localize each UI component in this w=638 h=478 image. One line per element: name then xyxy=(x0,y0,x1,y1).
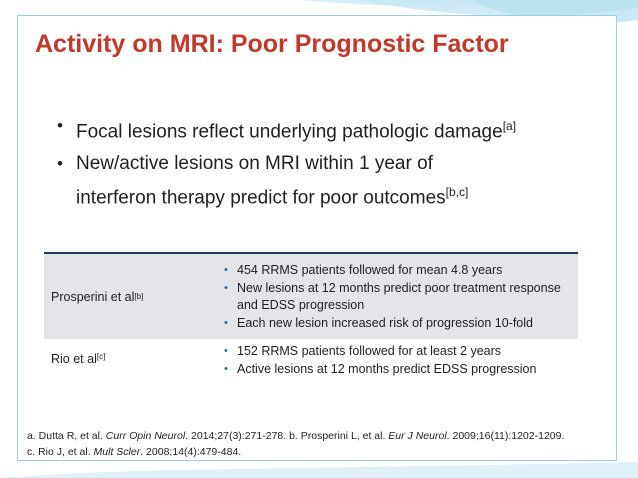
study-name-text: Prosperini et al xyxy=(51,289,135,304)
bullet-dot-icon: • xyxy=(224,281,228,294)
study-name: Prosperini et al [b] xyxy=(44,254,224,339)
list-item: • 454 RRMS patients followed for mean 4.8… xyxy=(224,262,578,280)
main-bullet-list: • Focal lesions reflect underlying patho… xyxy=(57,112,597,213)
point-text: 152 RRMS patients followed for at least … xyxy=(237,344,502,358)
reference-text: c. Rio J, et al. xyxy=(27,446,94,458)
table-row: Prosperini et al [b] • 454 RRMS patients f… xyxy=(44,254,578,339)
list-item: • Each new lesion increased risk of progr… xyxy=(224,315,578,333)
bullet-text: Focal lesions reflect underlying patholo… xyxy=(76,121,503,143)
bullet-dot-icon: • xyxy=(57,154,63,174)
study-citation: [c] xyxy=(96,352,106,361)
bullet-text: New/active lesions on MRI within 1 year … xyxy=(76,153,433,175)
journal-name: Mult Scler xyxy=(93,446,141,458)
bullet-dot-icon: • xyxy=(224,264,228,276)
list-item: • 152 RRMS patients followed for at least… xyxy=(224,343,578,361)
studies-table: Prosperini et al [b] • 454 RRMS patients f… xyxy=(44,252,578,383)
bullet-dot-icon: • xyxy=(224,345,228,357)
journal-name: Curr Opin Neurol xyxy=(105,430,186,442)
point-text: Active lesions at 12 months predict EDSS… xyxy=(237,361,537,376)
slide-title: Activity on MRI: Poor Prognostic Factor xyxy=(35,30,509,58)
study-points: • 152 RRMS patients followed for at least… xyxy=(224,339,578,383)
reference-text: . 2009;16(11):1202-1209. xyxy=(446,430,565,442)
study-name-text: Rio et al xyxy=(51,352,97,366)
bullet-text: interferon therapy predict for poor outc… xyxy=(76,187,446,209)
reference-line: a. Dutta R, et al. Curr Opin Neurol. 201… xyxy=(27,428,607,444)
study-citation: [b] xyxy=(134,292,144,301)
point-text: 454 RRMS patients followed for mean 4.8 … xyxy=(237,263,503,277)
reference-text: . 2014;27(3):271-278. b. Prosperini L, e… xyxy=(185,430,389,442)
slide-frame xyxy=(17,15,617,461)
bullet-citation: [b,c] xyxy=(445,185,469,200)
reference-text: . 2008;14(4):479-484. xyxy=(140,446,242,458)
point-text: New lesions at 12 months predict poor tr… xyxy=(237,280,561,313)
reference-text: a. Dutta R, et al. xyxy=(27,430,106,442)
bullet-citation: [a] xyxy=(502,119,517,133)
study-points: • 454 RRMS patients followed for mean 4.8… xyxy=(224,254,578,339)
reference-line: c. Rio J, et al. Mult Scler. 2008;14(4):… xyxy=(27,444,607,460)
list-item: • New lesions at 12 months predict poor t… xyxy=(224,280,578,315)
point-text: Each new lesion increased risk of progre… xyxy=(237,315,533,330)
bullet-item: • New/active lesions on MRI within 1 yea… xyxy=(57,150,597,212)
bullet-item: • Focal lesions reflect underlying patho… xyxy=(57,112,597,146)
bullet-dot-icon: • xyxy=(224,362,228,375)
table-row: Rio et al [c] • 152 RRMS patients followed… xyxy=(44,339,578,383)
bullet-dot-icon: • xyxy=(224,316,228,329)
bullet-dot-icon: • xyxy=(57,116,63,135)
list-item: • Active lesions at 12 months predict EDS… xyxy=(224,361,578,379)
journal-name: Eur J Neurol xyxy=(388,430,447,442)
references: a. Dutta R, et al. Curr Opin Neurol. 201… xyxy=(27,428,607,460)
study-name: Rio et al [c] xyxy=(44,339,224,383)
